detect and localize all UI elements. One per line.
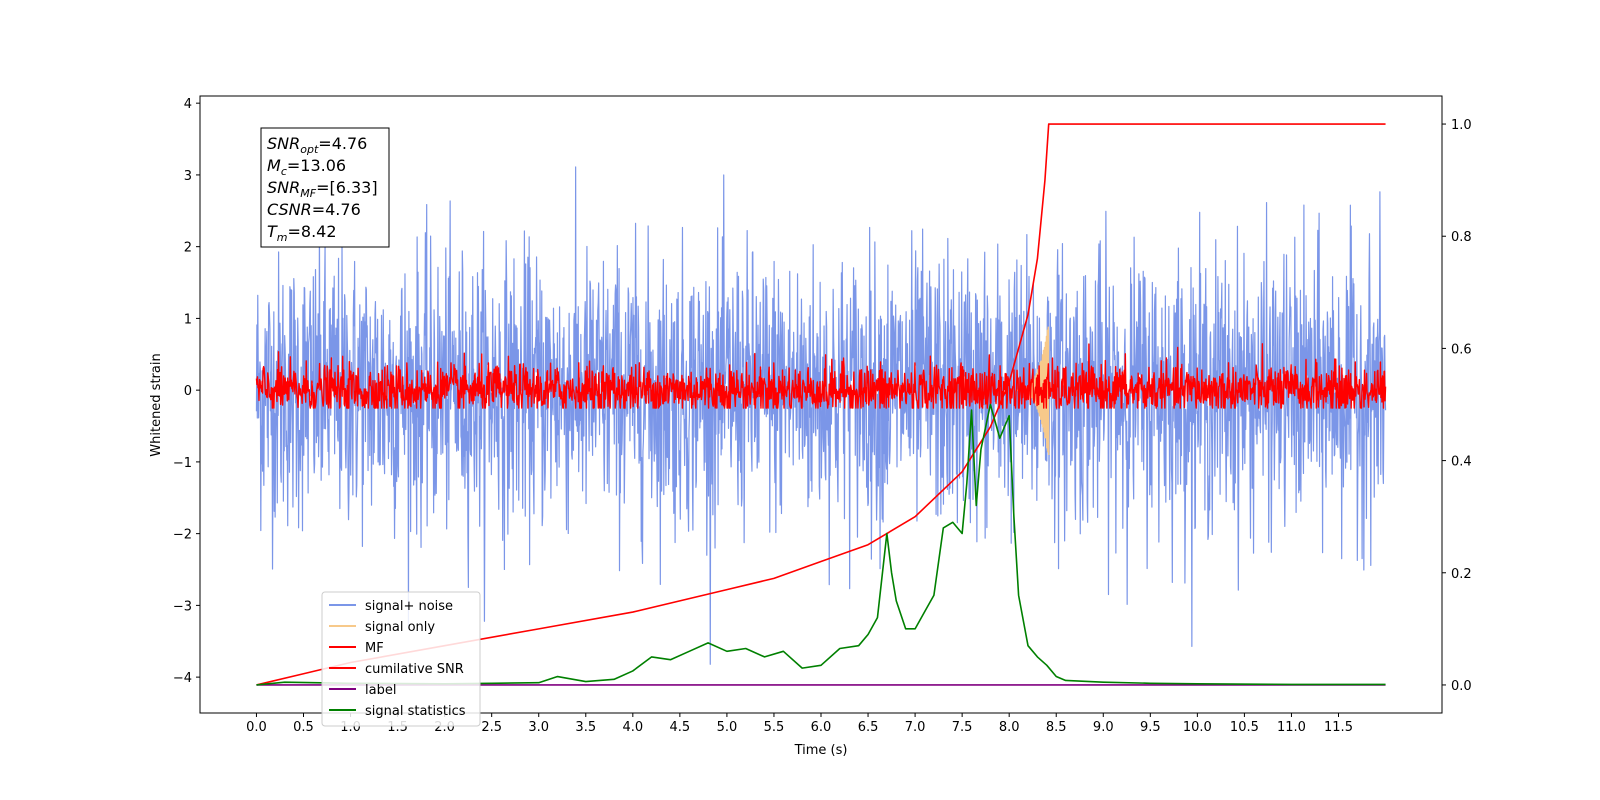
y-tick-label: 0 bbox=[184, 384, 192, 399]
y2-tick-label: 0.2 bbox=[1451, 567, 1472, 582]
x-tick-label: 6.0 bbox=[811, 720, 832, 735]
annotation-frame bbox=[260, 127, 390, 248]
annotation-line: Mc=13.06 bbox=[267, 156, 346, 178]
x-tick-label: 11.5 bbox=[1324, 720, 1353, 735]
y2-tick-label: 0.8 bbox=[1451, 230, 1472, 245]
y-tick-label: −4 bbox=[173, 671, 192, 686]
x-tick-label: 0.0 bbox=[246, 720, 267, 735]
legend-frame bbox=[321, 591, 481, 727]
x-tick-label: 9.5 bbox=[1140, 720, 1161, 735]
y-tick-label: 2 bbox=[184, 241, 192, 256]
y2-tick-label: 0.6 bbox=[1451, 342, 1472, 357]
x-tick-label: 3.5 bbox=[575, 720, 596, 735]
x-tick-label: 7.0 bbox=[905, 720, 926, 735]
y2-tick-label: 0.0 bbox=[1451, 679, 1472, 694]
x-tick-label: 0.5 bbox=[293, 720, 314, 735]
x-axis-label: Time (s) bbox=[794, 743, 848, 758]
legend-entry: MF bbox=[365, 641, 384, 656]
legend-entry: signal statistics bbox=[365, 704, 466, 719]
series-signal-statistics-line bbox=[256, 403, 1386, 686]
y-axis-right: 1.0 0.8 0.6 0.4 0.2 0.0 bbox=[1442, 118, 1472, 694]
annotation-line: SNRopt=4.76 bbox=[267, 134, 367, 156]
x-tick-label: 3.0 bbox=[528, 720, 549, 735]
y2-tick-label: 0.4 bbox=[1451, 455, 1472, 470]
x-tick-label: 5.0 bbox=[717, 720, 738, 735]
x-tick-label: 5.5 bbox=[764, 720, 785, 735]
y-tick-label: −2 bbox=[173, 528, 192, 543]
x-tick-label: 4.5 bbox=[670, 720, 691, 735]
legend-entry: signal only bbox=[365, 620, 435, 635]
legend-entry: signal+ noise bbox=[365, 599, 453, 614]
annotation-line: Tm=8.42 bbox=[267, 222, 337, 244]
y-tick-label: −1 bbox=[173, 456, 192, 471]
y-tick-label: −3 bbox=[173, 599, 192, 614]
x-tick-label: 8.5 bbox=[1046, 720, 1067, 735]
y-tick-label: 1 bbox=[184, 312, 192, 327]
x-tick-label: 10.0 bbox=[1183, 720, 1212, 735]
y-axis-label: Whitened strain bbox=[149, 353, 164, 456]
series-signal-noise-line bbox=[255, 166, 1387, 665]
x-tick-label: 7.5 bbox=[952, 720, 973, 735]
annotation-box: SNRopt=4.76Mc=13.06SNRMF=[6.33]CSNR=4.76… bbox=[260, 127, 390, 248]
y-tick-label: 3 bbox=[184, 169, 192, 184]
y-axis-left: 4 3 2 1 0 −1 −2 −3 −4 bbox=[173, 97, 200, 686]
x-tick-label: 11.0 bbox=[1277, 720, 1306, 735]
legend: signal+ noise signal only MF cumilative SNR… bbox=[321, 591, 481, 727]
x-tick-label: 6.5 bbox=[858, 720, 879, 735]
x-tick-label: 4.0 bbox=[622, 720, 643, 735]
x-tick-label: 8.0 bbox=[999, 720, 1020, 735]
x-tick-label: 10.5 bbox=[1230, 720, 1259, 735]
y-tick-label: 4 bbox=[184, 97, 192, 112]
legend-entry: cumilative SNR bbox=[365, 662, 464, 677]
x-tick-label: 9.0 bbox=[1093, 720, 1114, 735]
legend-entry: label bbox=[365, 683, 396, 698]
series-mf-line bbox=[255, 343, 1387, 409]
x-axis: 0.0 0.5 1.0 1.5 2.0 2.5 3.0 3.5 4.0 4.5 5.0 5.5 6.0 6… bbox=[246, 713, 1353, 735]
annotation-line: CSNR=4.76 bbox=[267, 200, 361, 219]
x-tick-label: 2.5 bbox=[481, 720, 502, 735]
y2-tick-label: 1.0 bbox=[1451, 118, 1472, 133]
annotation-line: SNRMF=[6.33] bbox=[267, 178, 378, 200]
